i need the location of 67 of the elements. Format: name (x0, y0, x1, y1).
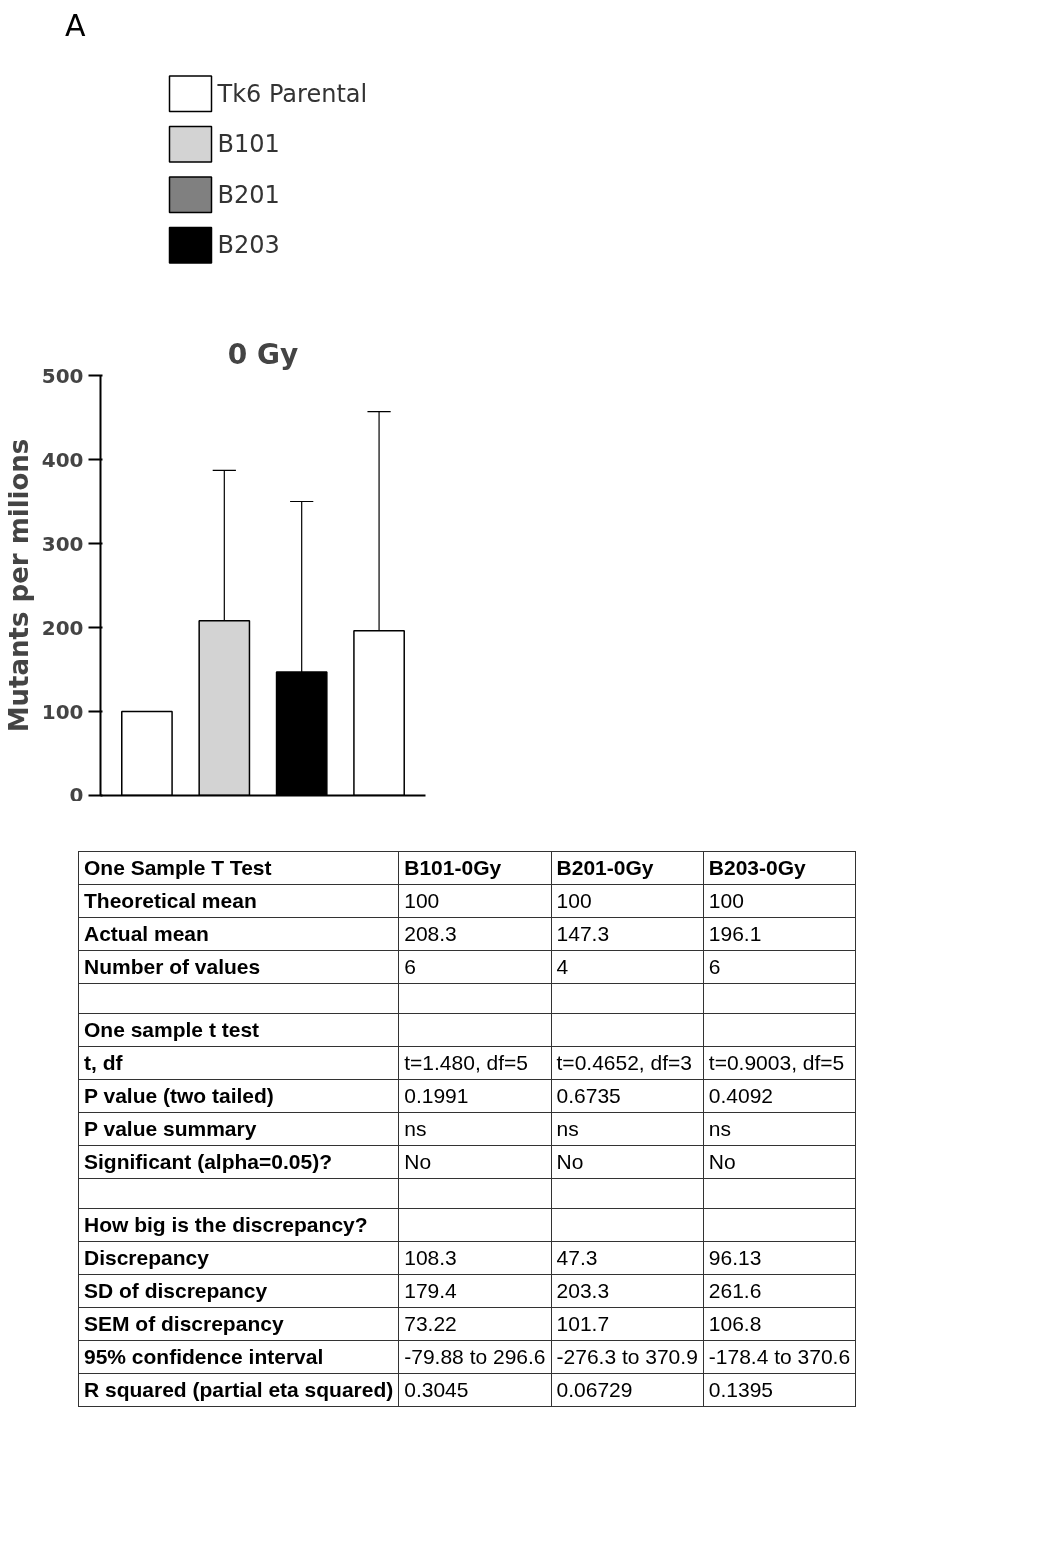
table-cell: 47.3 (551, 1241, 704, 1275)
table-cell: -178.4 to 370.6 (703, 1340, 856, 1374)
table-cell: 0.6735 (551, 1079, 704, 1113)
table-cell: 100 (398, 884, 552, 918)
y-tick-label: 100 (41, 699, 84, 724)
table-cell: ns (398, 1112, 552, 1146)
table-cell: 4 (551, 950, 704, 984)
table-cell: SEM of discrepancy (78, 1307, 399, 1341)
table-cell: 6 (398, 950, 552, 984)
y-tick-label: 500 (41, 363, 84, 388)
table-cell: 6 (703, 950, 856, 984)
table-cell: 203.3 (551, 1274, 704, 1308)
table-cell: Actual mean (78, 917, 399, 951)
table-cell: P value summary (78, 1112, 399, 1146)
table-cell: t=0.4652, df=3 (551, 1046, 704, 1080)
table-cell: No (703, 1145, 856, 1179)
table-cell: 0.1395 (703, 1373, 856, 1407)
table-cell: One sample t test (78, 1013, 399, 1047)
table-cell: ns (551, 1112, 704, 1146)
table-cell: Discrepancy (78, 1241, 399, 1275)
table-cell: No (551, 1145, 704, 1179)
table-cell: 196.1 (703, 917, 856, 951)
legend-label: B203 (217, 231, 280, 260)
text: A (65, 7, 86, 45)
y-tick-label: 200 (41, 615, 84, 640)
table-cell: -276.3 to 370.9 (551, 1340, 704, 1374)
y-tick-label: 0 (69, 782, 84, 807)
legend-label: Tk6 Parental (216, 79, 368, 108)
y-tick-label: 300 (41, 531, 84, 556)
table-cell: No (398, 1145, 552, 1179)
table-cell: 73.22 (398, 1307, 552, 1341)
table-cell: One Sample T Test (78, 851, 399, 885)
legend-label: B201 (217, 180, 280, 209)
table-cell: SD of discrepancy (78, 1274, 399, 1308)
table-cell: 100 (551, 884, 704, 918)
table-cell: 147.3 (551, 917, 704, 951)
table-cell: t, df (78, 1046, 399, 1080)
y-tick-label: 400 (41, 447, 84, 472)
table-cell: B101-0Gy (398, 851, 552, 885)
table-cell: Number of values (78, 950, 399, 984)
table-cell: 108.3 (398, 1241, 552, 1275)
table-cell: t=1.480, df=5 (398, 1046, 552, 1080)
table-cell: ns (703, 1112, 856, 1146)
table-cell: Theoretical mean (78, 884, 399, 918)
table-cell: 0.1991 (398, 1079, 552, 1113)
table-cell: 261.6 (703, 1274, 856, 1308)
table-cell: t=0.9003, df=5 (703, 1046, 856, 1080)
table-cell: P value (two tailed) (78, 1079, 399, 1113)
table-cell: How big is the discrepancy? (78, 1208, 399, 1242)
table-cell: R squared (partial eta squared) (78, 1373, 399, 1407)
table-cell: Significant (alpha=0.05)? (78, 1145, 399, 1179)
table-cell: 179.4 (398, 1274, 552, 1308)
table-cell: 100 (703, 884, 856, 918)
legend-label: B101 (217, 130, 280, 159)
table-cell: B201-0Gy (551, 851, 704, 885)
table-cell: 96.13 (703, 1241, 856, 1275)
table-cell: 0.4092 (703, 1079, 856, 1113)
table-cell: B203-0Gy (703, 851, 856, 885)
chart-title: 0 Gy (227, 337, 299, 371)
table-cell: 0.06729 (551, 1373, 704, 1407)
table-cell: -79.88 to 296.6 (398, 1340, 552, 1374)
y-axis-title: Mutants per milions (3, 438, 34, 733)
table-cell: 0.3045 (398, 1373, 552, 1407)
table-cell: 106.8 (703, 1307, 856, 1341)
table-cell: 101.7 (551, 1307, 704, 1341)
table-cell: 95% confidence interval (78, 1340, 399, 1374)
table-cell: 208.3 (398, 917, 552, 951)
